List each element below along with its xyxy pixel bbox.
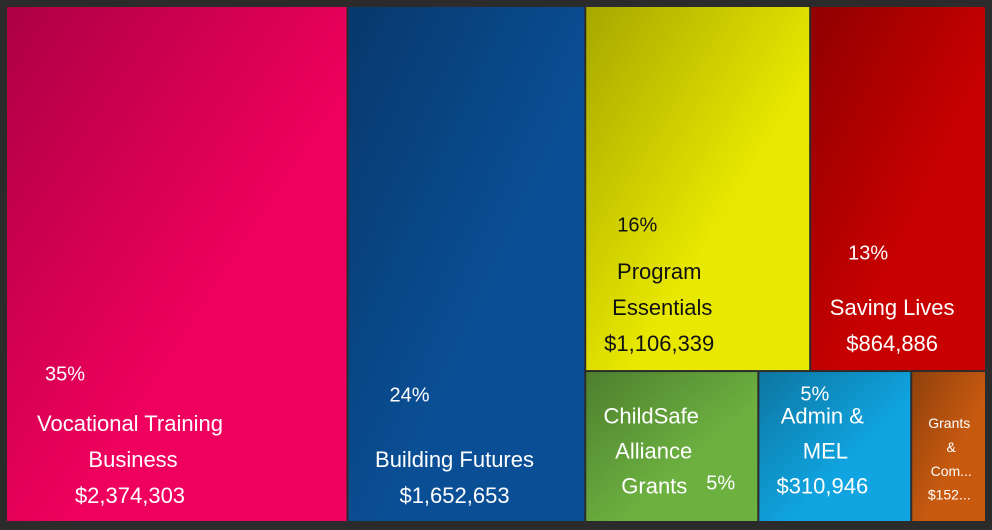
tile [586, 7, 810, 371]
percent-label: 5% [706, 472, 735, 494]
value-label: $1,652,653 [399, 483, 509, 508]
tile-label: Building Futures [375, 447, 534, 472]
percent-label: 24% [390, 384, 430, 406]
tile-label: Admin & MEL [781, 403, 864, 463]
value-label: $864,886 [846, 331, 938, 356]
percent-label: 35% [45, 363, 85, 385]
tile [759, 372, 911, 521]
tile-label: Vocational Training Business [37, 411, 223, 472]
tile-label: Grants & Com... [927, 415, 972, 479]
tile-label: Program Essentials [606, 259, 712, 320]
tile [348, 7, 585, 521]
tile [811, 7, 985, 371]
tile [7, 7, 347, 521]
value-label: $2,374,303 [75, 483, 185, 508]
tile [912, 372, 985, 521]
value-label: $310,946 [776, 473, 868, 498]
value-label: $152... [928, 487, 971, 503]
percent-label: 5% [800, 383, 829, 405]
value-label: $1,106,339 [604, 331, 714, 356]
percent-label: 13% [848, 242, 888, 264]
tile-label: ChildSafe Alliance Grants [604, 403, 699, 498]
tile [586, 372, 758, 521]
tile-label: Saving Lives [830, 295, 955, 320]
percent-label: 16% [617, 214, 657, 236]
